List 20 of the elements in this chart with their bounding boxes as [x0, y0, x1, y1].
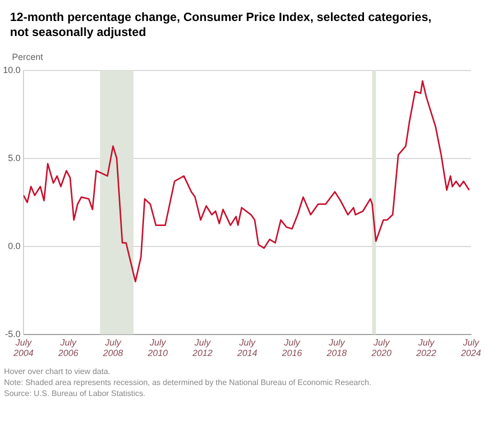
y-tick-label: 0.0 [8, 240, 21, 251]
x-tick-label: July 2014 [236, 337, 258, 358]
y-tick-label: -5.0 [5, 328, 21, 339]
x-tick-label: July 2008 [102, 337, 124, 358]
y-tick-label: 5.0 [8, 152, 21, 163]
x-tick-label: July 2020 [370, 337, 392, 358]
chart-title: 12-month percentage change, Consumer Price Index, selected categories, not seasonally adjusted [9, 9, 432, 41]
x-tick-label: July 2018 [326, 337, 347, 358]
x-tick-label: July 2010 [146, 337, 168, 358]
x-tick-label: July 2006 [57, 337, 78, 358]
y-tick-label: 10.0 [2, 64, 21, 75]
y-axis-title: Percent [11, 51, 44, 62]
x-tick-label: July 2024 [460, 337, 482, 358]
text: Hover over chart to view data. [4, 366, 112, 377]
source-note: Source: U.S. Bureau of Labor Statistics. [4, 388, 146, 399]
text: Note: Shaded area represents recession, as determined by the National Bureau of Economic Research. [4, 377, 372, 388]
x-tick-label: July 2012 [191, 337, 213, 358]
x-tick-label: July 2004 [12, 337, 34, 358]
x-tick-label: July 2016 [280, 337, 302, 358]
x-tick-label: July 2022 [415, 337, 436, 358]
